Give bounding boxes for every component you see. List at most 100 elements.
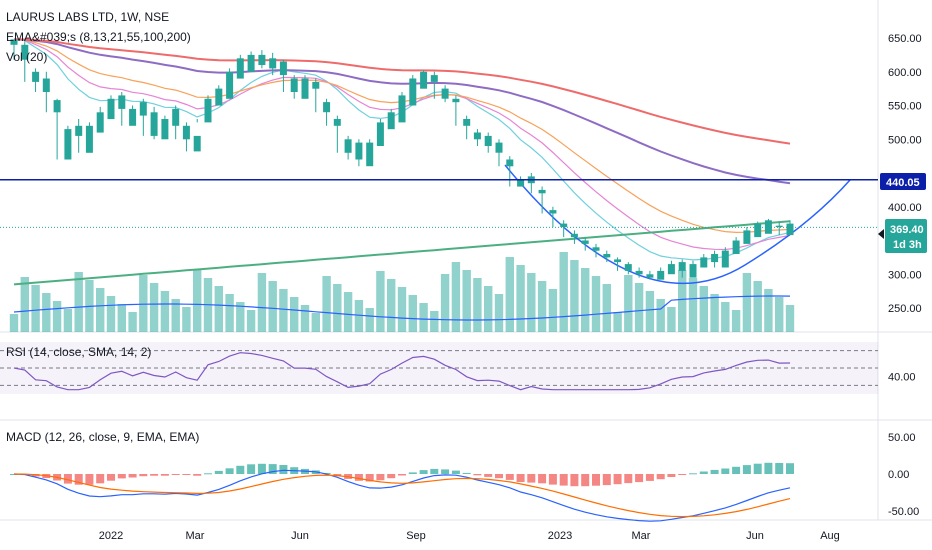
candle-body <box>312 81 320 89</box>
volume-bar <box>149 283 159 332</box>
macd-histogram-bar <box>150 474 159 476</box>
volume-bar <box>246 310 256 332</box>
candle-body <box>204 98 212 123</box>
candle-body <box>53 100 61 113</box>
support-price-badge: 440.05 <box>880 173 926 190</box>
candle-body <box>678 262 686 271</box>
candle-body <box>484 135 492 146</box>
volume-bar <box>721 302 730 332</box>
macd-histogram-bar <box>247 464 256 474</box>
volume-bar <box>20 277 29 332</box>
candle-body <box>721 250 729 268</box>
price-tick-label: 600.00 <box>888 67 922 79</box>
volume-bar <box>559 252 568 332</box>
macd-tick-label: 0.00 <box>888 469 909 481</box>
candle-body <box>290 78 298 92</box>
candle-body <box>10 39 18 45</box>
ema-legend: EMA&#039;s (8,13,21,55,100,200) <box>6 30 191 44</box>
volume-bar <box>688 278 698 332</box>
time-tick-label: Mar <box>632 530 651 542</box>
volume-bar <box>397 287 407 332</box>
macd-histogram-bar <box>139 474 148 477</box>
price-axis: 650.00 600.00 550.00 500.00 400.00 300.00 250.… <box>888 33 922 518</box>
macd-histogram-bar <box>721 468 730 474</box>
volume-bar <box>667 307 676 332</box>
volume-bar <box>419 303 428 332</box>
macd-histogram-bar <box>236 465 245 474</box>
candle-body <box>635 270 643 275</box>
macd-histogram-bar <box>624 474 633 484</box>
volume-bar <box>710 294 719 332</box>
macd-histogram-bar <box>689 473 697 475</box>
candle-body <box>560 223 568 227</box>
macd-histogram-bar <box>678 474 687 475</box>
macd-histogram-bar <box>160 474 169 476</box>
svg-text:440.05: 440.05 <box>886 177 920 189</box>
candle-body <box>344 139 352 153</box>
ema-55-line <box>13 38 791 185</box>
macd-histogram-bar <box>699 471 708 474</box>
macd-line <box>13 469 791 522</box>
time-tick-label: Aug <box>820 530 840 542</box>
candle-body <box>711 254 719 263</box>
volume-bar <box>268 281 277 332</box>
macd-histogram-bar <box>398 474 406 476</box>
macd-histogram-bar <box>117 474 126 479</box>
macd-histogram-bar <box>257 463 266 474</box>
candle-body <box>775 225 783 227</box>
macd-histogram-bar <box>74 474 83 485</box>
candle-body <box>581 240 589 244</box>
volume-bar <box>193 270 202 332</box>
macd-histogram-bar <box>764 462 773 474</box>
candle-body <box>355 142 363 160</box>
rsi-panel <box>0 350 878 391</box>
time-tick-label: Mar <box>186 530 205 542</box>
candle-body <box>614 259 622 263</box>
volume-bar <box>764 289 773 332</box>
ema-100-line <box>13 38 791 145</box>
volume-bar <box>160 291 170 332</box>
macd-histogram-bar <box>753 463 762 474</box>
candle-body <box>700 257 708 268</box>
volume-bar <box>451 262 461 332</box>
time-tick-label: 2022 <box>99 530 123 542</box>
volume-bar <box>581 268 590 332</box>
rsi-tick-label: 40.00 <box>888 372 916 384</box>
current-price-badge: 369.40 1d 3h <box>878 219 927 253</box>
price-tick-label: 500.00 <box>888 134 922 146</box>
candle-body <box>226 71 234 99</box>
macd-histogram-bar <box>107 474 115 481</box>
candle-body <box>667 264 675 275</box>
volume-bar <box>290 297 299 332</box>
candle-body <box>107 98 115 120</box>
candle-body <box>172 108 180 126</box>
macd-histogram-bar <box>527 474 536 483</box>
macd-histogram-bar <box>645 474 654 481</box>
macd-histogram-bar <box>408 472 417 474</box>
candle-body <box>517 179 525 187</box>
volume-bar <box>516 265 525 332</box>
macd-histogram-bar <box>786 463 794 474</box>
volume-bar <box>591 276 601 332</box>
candle-body <box>376 122 384 146</box>
candle-body <box>387 112 395 130</box>
volume-bar <box>527 273 536 332</box>
time-axis: 2022 Mar Jun Sep 2023 Mar Jun Aug <box>99 530 840 542</box>
volume-bar <box>494 294 504 332</box>
candle-body <box>32 71 40 82</box>
svg-text:369.40: 369.40 <box>890 224 924 236</box>
volume-bar <box>484 286 493 332</box>
volume-bar <box>139 275 148 332</box>
volume-bar <box>785 305 795 332</box>
candle-body <box>657 270 665 280</box>
macd-histogram-bar <box>204 473 212 475</box>
price-tick-label: 650.00 <box>888 33 922 45</box>
volume-bar <box>182 307 191 332</box>
macd-histogram-bar <box>333 474 342 476</box>
candle-body <box>689 264 697 278</box>
macd-histogram-bar <box>581 474 590 487</box>
macd-histogram-bar <box>268 464 277 474</box>
macd-histogram-bar <box>419 470 428 474</box>
macd-histogram-bar <box>451 470 460 474</box>
